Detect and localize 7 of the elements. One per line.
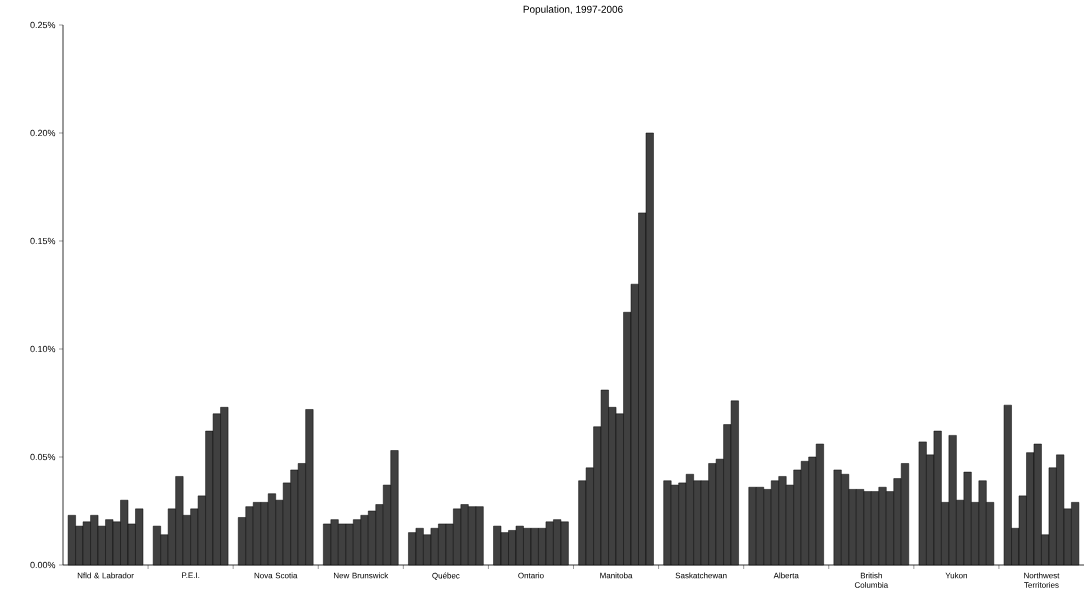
y-tick-label: 0.15% [30, 237, 56, 245]
y-tick-label: 0.05% [30, 453, 56, 461]
chart-title: Population, 1997-2006 [523, 5, 623, 15]
y-tick-label: 0.20% [30, 129, 56, 137]
y-tick-label: 0.10% [30, 345, 56, 353]
y-tick-label: 0.25% [30, 21, 56, 29]
y-tick-label: 0.00% [30, 561, 56, 569]
